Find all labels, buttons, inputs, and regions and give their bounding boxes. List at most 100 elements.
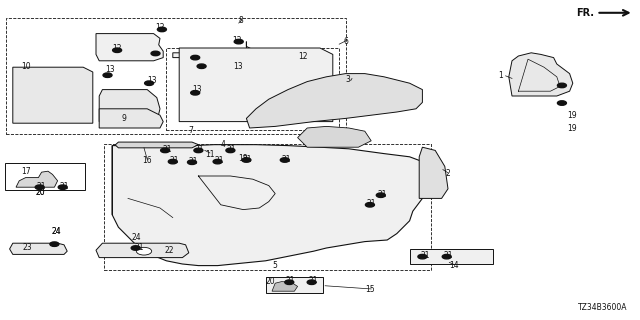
Text: 20: 20 — [35, 188, 45, 197]
Circle shape — [226, 148, 235, 153]
Circle shape — [242, 158, 251, 162]
Text: 3: 3 — [345, 75, 350, 84]
Text: 21: 21 — [214, 156, 223, 165]
Polygon shape — [179, 48, 333, 122]
Text: 14: 14 — [449, 261, 460, 270]
Text: 16: 16 — [142, 156, 152, 164]
Circle shape — [365, 203, 374, 207]
Polygon shape — [99, 109, 163, 128]
Text: 21: 21 — [134, 243, 143, 252]
Polygon shape — [272, 282, 298, 291]
Text: 11: 11 — [205, 150, 214, 159]
Bar — [6, 18, 346, 134]
Text: 21: 21 — [195, 145, 204, 154]
Text: 20: 20 — [266, 277, 276, 286]
Text: 12: 12 — [113, 44, 122, 52]
Text: 13: 13 — [147, 76, 157, 85]
Bar — [5, 163, 85, 190]
Circle shape — [157, 27, 166, 32]
Text: 13: 13 — [233, 62, 243, 71]
Text: 21: 21 — [420, 251, 429, 260]
Polygon shape — [99, 90, 160, 122]
Polygon shape — [419, 147, 448, 198]
Polygon shape — [96, 243, 189, 258]
Text: 21: 21 — [367, 199, 376, 208]
Text: 18: 18 — [239, 154, 248, 163]
Circle shape — [234, 39, 243, 44]
Circle shape — [161, 148, 170, 153]
Bar — [410, 249, 493, 264]
Circle shape — [168, 159, 177, 164]
Polygon shape — [13, 70, 77, 102]
Text: 19: 19 — [566, 124, 577, 132]
Text: 21: 21 — [37, 182, 46, 191]
Circle shape — [58, 185, 67, 189]
Text: 13: 13 — [105, 65, 115, 74]
Circle shape — [131, 246, 140, 250]
Text: FR.: FR. — [576, 8, 594, 19]
Text: 20: 20 — [35, 188, 45, 197]
Polygon shape — [96, 34, 163, 61]
Circle shape — [442, 254, 451, 259]
Circle shape — [191, 55, 200, 60]
Text: 9: 9 — [121, 114, 126, 123]
Bar — [266, 277, 323, 293]
Circle shape — [50, 242, 59, 246]
Circle shape — [188, 160, 196, 164]
Circle shape — [213, 159, 222, 164]
Polygon shape — [16, 171, 58, 187]
Circle shape — [418, 254, 427, 259]
Text: 21: 21 — [189, 157, 198, 166]
Text: 2: 2 — [445, 169, 451, 178]
Text: 10: 10 — [20, 62, 31, 71]
Circle shape — [197, 64, 206, 68]
Text: 12: 12 — [156, 23, 164, 32]
Circle shape — [194, 148, 203, 153]
Circle shape — [145, 81, 154, 85]
Text: 8: 8 — [239, 16, 244, 25]
Text: 21: 21 — [227, 145, 236, 154]
Circle shape — [151, 51, 160, 56]
Text: 21: 21 — [163, 145, 172, 154]
Polygon shape — [298, 126, 371, 147]
Text: 21: 21 — [243, 155, 252, 164]
Text: 1: 1 — [498, 71, 503, 80]
Circle shape — [103, 73, 112, 77]
Circle shape — [307, 280, 316, 284]
Polygon shape — [10, 243, 67, 254]
Text: 22: 22 — [165, 246, 174, 255]
Text: 21: 21 — [444, 251, 452, 260]
Text: 19: 19 — [566, 111, 577, 120]
Polygon shape — [112, 145, 429, 266]
Circle shape — [191, 91, 200, 95]
Circle shape — [136, 247, 152, 255]
Text: 6: 6 — [343, 37, 348, 46]
Polygon shape — [115, 142, 198, 148]
Circle shape — [557, 101, 566, 105]
Circle shape — [557, 83, 566, 88]
Text: 24: 24 — [51, 227, 61, 236]
Circle shape — [285, 280, 294, 284]
Text: 24: 24 — [51, 227, 61, 236]
Text: 12: 12 — [232, 36, 241, 45]
Text: 5: 5 — [273, 261, 278, 270]
Text: 21: 21 — [308, 276, 317, 285]
Text: 21: 21 — [170, 156, 179, 165]
Text: 17: 17 — [20, 167, 31, 176]
Text: 4: 4 — [220, 140, 225, 149]
Text: 24: 24 — [131, 233, 141, 242]
Text: 7: 7 — [188, 126, 193, 135]
Text: 12: 12 — [298, 52, 307, 61]
Text: 15: 15 — [365, 285, 375, 294]
Polygon shape — [173, 42, 256, 58]
Polygon shape — [13, 67, 93, 123]
Polygon shape — [509, 53, 573, 96]
Text: 21: 21 — [282, 155, 291, 164]
Polygon shape — [246, 74, 422, 128]
Circle shape — [376, 193, 385, 197]
Circle shape — [280, 158, 289, 162]
Text: 23: 23 — [22, 243, 32, 252]
Bar — [104, 144, 431, 270]
Bar — [166, 48, 339, 130]
Text: 21: 21 — [286, 276, 295, 285]
